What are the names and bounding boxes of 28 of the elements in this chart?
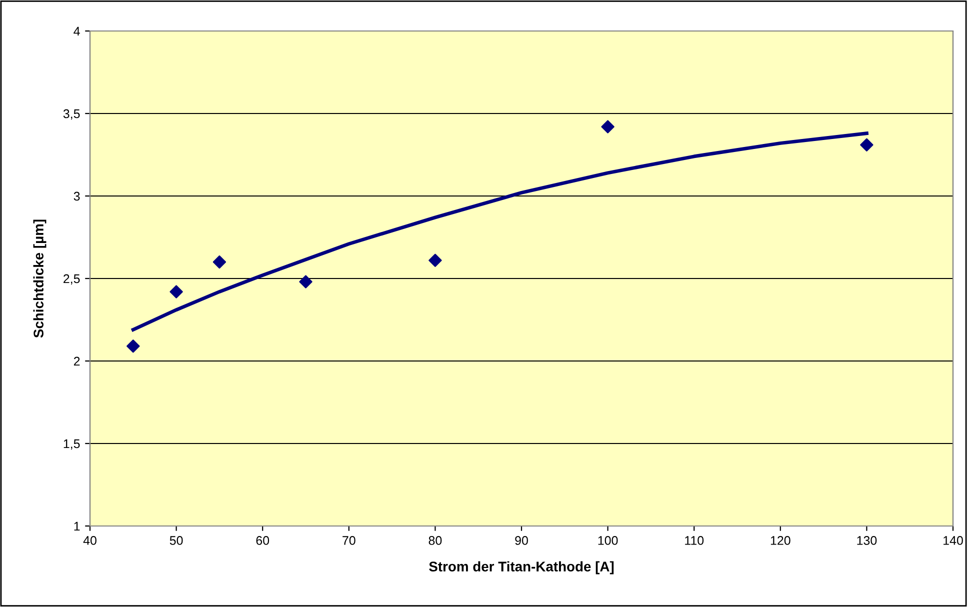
point [428,254,442,267]
point [299,275,312,288]
x-tick-label: 110 [685,536,704,545]
point [601,120,614,134]
x-tick-label: 130 [857,536,877,545]
y-tick-label: 1,5 [64,439,80,450]
x-tick-label: 60 [256,536,270,545]
y-tick-label: 1 [74,522,80,531]
point [860,138,874,152]
x-tick-label: 80 [428,536,442,545]
x-tick-label: 70 [342,536,356,545]
y-tick-label: 3 [74,192,80,201]
x-tick-label: 120 [770,536,790,545]
y-tick-label: 2,5 [64,274,80,285]
y-tick-label: 4 [74,26,80,36]
x-tick-label: 140 [944,536,963,545]
x-tick-label: 100 [598,536,618,545]
point [126,340,140,353]
x-axis-title: Strom der Titan-Kathode [A] [429,561,614,574]
line-series [131,132,868,332]
x-tick-label: 90 [515,536,528,545]
point [212,255,226,269]
y-tick-label: 3,5 [63,109,80,120]
y-tick-label: 2 [74,356,80,366]
y-axis-title: Schichtdicke [µm] [33,220,46,338]
x-tick-label: 50 [170,536,183,545]
x-tick-label: 40 [83,536,96,545]
point [170,285,183,298]
